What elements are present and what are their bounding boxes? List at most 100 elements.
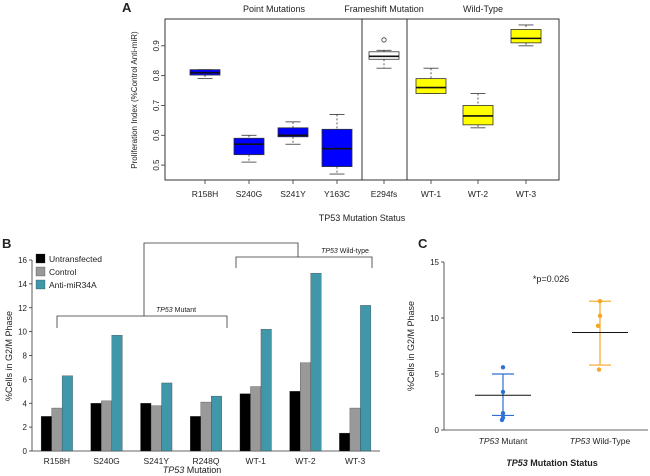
- panel-a-xtick-label: E294fs: [371, 189, 397, 199]
- panel-c-groups: TP53 Mutant TP53 Wild-Type: [475, 299, 631, 446]
- bracket-mutant-label: TP53 Mutant: [156, 307, 196, 314]
- panel-a-group-frameshift: Frameshift Mutation: [344, 4, 424, 14]
- bar-untransfected: [339, 432, 351, 452]
- panel-letter-c: C: [418, 236, 428, 251]
- panel-a-group-point: Point Mutations: [243, 4, 306, 14]
- panel-b-legend: Untransfected Control Anti-miR34A: [35, 253, 102, 290]
- panel-b-ylabel: %Cells in G2/M Phase: [4, 311, 14, 401]
- panel-c-xtick-italic: TP53: [570, 436, 591, 446]
- panel-b-barchart: %Cells in G2/M Phase TP53 Mutation 0 2 4 6 8…: [4, 242, 380, 475]
- bar-anti-mir34a: [310, 272, 322, 452]
- box-body: [277, 127, 309, 138]
- legend-swatch: [35, 279, 46, 290]
- panel-c-point: [597, 299, 603, 304]
- bar-control: [51, 407, 63, 452]
- box-body: [510, 29, 542, 44]
- panel-c-ytick-label: 0: [435, 426, 440, 435]
- legend-swatch: [35, 266, 46, 277]
- legend-swatch: [35, 253, 46, 264]
- panel-b-ytick-label: 12: [18, 304, 27, 313]
- panel-c-ytick-label: 15: [430, 258, 439, 267]
- panel-b-ytick-label: 10: [18, 328, 27, 337]
- panel-c-xtick-label: TP53 Mutant: [479, 436, 528, 446]
- panel-a-xtick-label: WT-1: [421, 189, 442, 199]
- bar-anti-mir34a: [260, 329, 272, 452]
- panel-a-ytick-label: 0.8: [152, 70, 161, 82]
- bracket-top: [143, 242, 299, 316]
- bar-control: [101, 400, 112, 452]
- panel-a-xtick-label: WT-2: [468, 189, 489, 199]
- panel-a-xtick-label: Y163C: [324, 189, 350, 199]
- bar-control: [250, 386, 262, 452]
- panel-b-xtick-label: R158H: [44, 456, 70, 466]
- panel-b-xtick-label: WT-1: [246, 456, 267, 466]
- panel-a-ytick-label: 0.9: [152, 40, 161, 52]
- panel-b-xtick-label: WT-2: [295, 456, 316, 466]
- panel-b-bars: [40, 272, 372, 452]
- panel-c-xlabel: TP53 Mutation Status: [506, 458, 598, 468]
- panel-c-scatter: %Cells in G2/M Phase TP53 Mutation Statu…: [406, 258, 648, 468]
- bar-anti-mir34a: [61, 375, 73, 452]
- panel-letter-b: B: [2, 236, 11, 251]
- box-body: [415, 78, 447, 94]
- panel-b-xtick-label: S241Y: [144, 456, 170, 466]
- panel-b-xlabel: TP53 Mutation: [163, 465, 222, 475]
- panel-a-xtick-label: WT-3: [516, 189, 537, 199]
- bracket-wildtype-label: TP53 Wild-type: [321, 248, 369, 255]
- panel-a-group-wildtype: Wild-Type: [463, 4, 503, 14]
- panel-a-ylabel: Proliferation Index (%Control Anti-miR): [130, 31, 139, 169]
- panel-b-ytick-label: 14: [18, 280, 27, 289]
- panel-c-xtick-italic: TP53: [479, 436, 500, 446]
- bar-anti-mir34a: [161, 382, 173, 452]
- panel-b-xtick-label: S240G: [93, 456, 119, 466]
- panel-c-xtick-label: TP53 Wild-Type: [570, 436, 631, 446]
- panel-c-point: [500, 415, 506, 420]
- panel-c-point: [596, 367, 602, 372]
- panel-c-ylabel: %Cells in G2/M Phase: [406, 301, 416, 391]
- panel-c-point: [500, 389, 506, 395]
- bracket-mutant: [56, 315, 228, 328]
- panel-b-ytick-label: 2: [23, 423, 28, 432]
- panel-a-x-ticks: R158H S240G S241Y Y163C E294fs WT-1 WT-2 WT-3: [192, 180, 537, 199]
- panel-c-point: [597, 313, 603, 318]
- panel-b-xlabel-italic: TP53: [163, 465, 185, 475]
- box-body: [233, 137, 265, 156]
- legend-label: Anti-miR34A: [49, 280, 97, 290]
- panel-c-ytick-label: 5: [435, 370, 440, 379]
- panel-c-xtick-rest: Mutant: [499, 436, 528, 446]
- bar-untransfected: [190, 416, 201, 452]
- bar-anti-mir34a: [360, 305, 372, 452]
- panel-c-point: [500, 365, 506, 370]
- bar-untransfected: [140, 403, 152, 452]
- panel-c-xtick-rest: Wild-Type: [590, 436, 630, 446]
- panel-a-xlabel: TP53 Mutation Status: [319, 213, 406, 223]
- bracket-wildtype: [235, 256, 373, 268]
- panel-letter-a: A: [122, 0, 132, 15]
- bar-untransfected: [40, 416, 52, 452]
- panel-a-y-axis: 0.5 0.6 0.7 0.8 0.9: [152, 40, 165, 171]
- panel-a-ytick-label: 0.5: [152, 159, 161, 171]
- panel-c-annotation: *p=0.026: [533, 274, 569, 284]
- panel-b-ytick-label: 0: [23, 447, 28, 456]
- panel-b-xtick-label: WT-3: [345, 456, 366, 466]
- legend-label: Control: [49, 267, 77, 277]
- panel-a-xtick-label: S241Y: [280, 189, 306, 199]
- bar-control: [349, 407, 361, 452]
- bar-control: [200, 401, 212, 452]
- panel-a-ytick-label: 0.6: [152, 129, 161, 141]
- panel-a-xtick-label: R158H: [192, 189, 218, 199]
- bracket-mutant-italic: TP53: [156, 307, 173, 314]
- panel-b-x-ticks: R158H S240G S241Y R248Q WT-1 WT-2 WT-3: [44, 456, 366, 466]
- panel-b-ytick-label: 16: [18, 256, 27, 265]
- bracket-wildtype-rest: Wild-type: [338, 248, 369, 255]
- panel-c-axes: 0 5 10 15: [430, 258, 648, 435]
- legend-label: Untransfected: [49, 254, 102, 264]
- panel-c-xlabel-rest: Mutation Status: [528, 458, 598, 468]
- panel-b-ytick-label: 4: [23, 399, 28, 408]
- panel-a-ytick-label: 0.7: [152, 99, 161, 111]
- bar-control: [150, 405, 162, 452]
- box-outlier: [381, 37, 387, 43]
- panel-b-ytick-label: 8: [23, 352, 28, 361]
- panel-a-xtick-label: S240G: [236, 189, 262, 199]
- bar-anti-mir34a: [111, 335, 123, 452]
